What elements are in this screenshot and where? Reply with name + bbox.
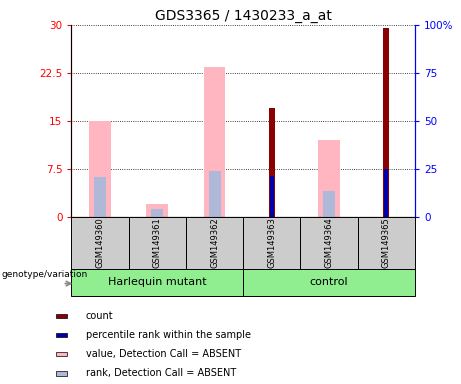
Bar [56, 371, 67, 376]
Text: control: control [310, 277, 349, 287]
Text: value, Detection Call = ABSENT: value, Detection Call = ABSENT [85, 349, 241, 359]
Text: GSM149361: GSM149361 [153, 217, 162, 268]
Bar [208, 171, 220, 217]
Bar [56, 314, 67, 318]
Bar [204, 66, 225, 217]
Title: GDS3365 / 1430233_a_at: GDS3365 / 1430233_a_at [155, 8, 331, 23]
Text: genotype/variation: genotype/variation [1, 270, 88, 280]
Bar [243, 217, 301, 269]
Text: GSM149365: GSM149365 [382, 217, 391, 268]
Text: GSM149364: GSM149364 [325, 217, 334, 268]
Bar [94, 177, 106, 217]
Bar [358, 217, 415, 269]
Bar [270, 176, 274, 217]
Bar [129, 217, 186, 269]
Text: GSM149360: GSM149360 [95, 217, 105, 268]
Text: GSM149363: GSM149363 [267, 217, 276, 268]
Text: count: count [85, 311, 113, 321]
Bar [89, 121, 111, 217]
Bar [71, 217, 129, 269]
Text: percentile rank within the sample: percentile rank within the sample [85, 330, 250, 340]
Bar [301, 217, 358, 269]
Bar [186, 217, 243, 269]
Bar [384, 169, 388, 217]
Text: GSM149362: GSM149362 [210, 217, 219, 268]
Bar [71, 269, 243, 296]
Bar [323, 191, 335, 217]
Bar [243, 269, 415, 296]
Bar [56, 352, 67, 356]
Bar [151, 209, 163, 217]
Bar [147, 204, 168, 217]
Text: rank, Detection Call = ABSENT: rank, Detection Call = ABSENT [85, 368, 236, 379]
Bar [384, 28, 389, 217]
Bar [318, 140, 340, 217]
Bar [269, 108, 275, 217]
Bar [56, 333, 67, 337]
Text: Harlequin mutant: Harlequin mutant [108, 277, 207, 287]
